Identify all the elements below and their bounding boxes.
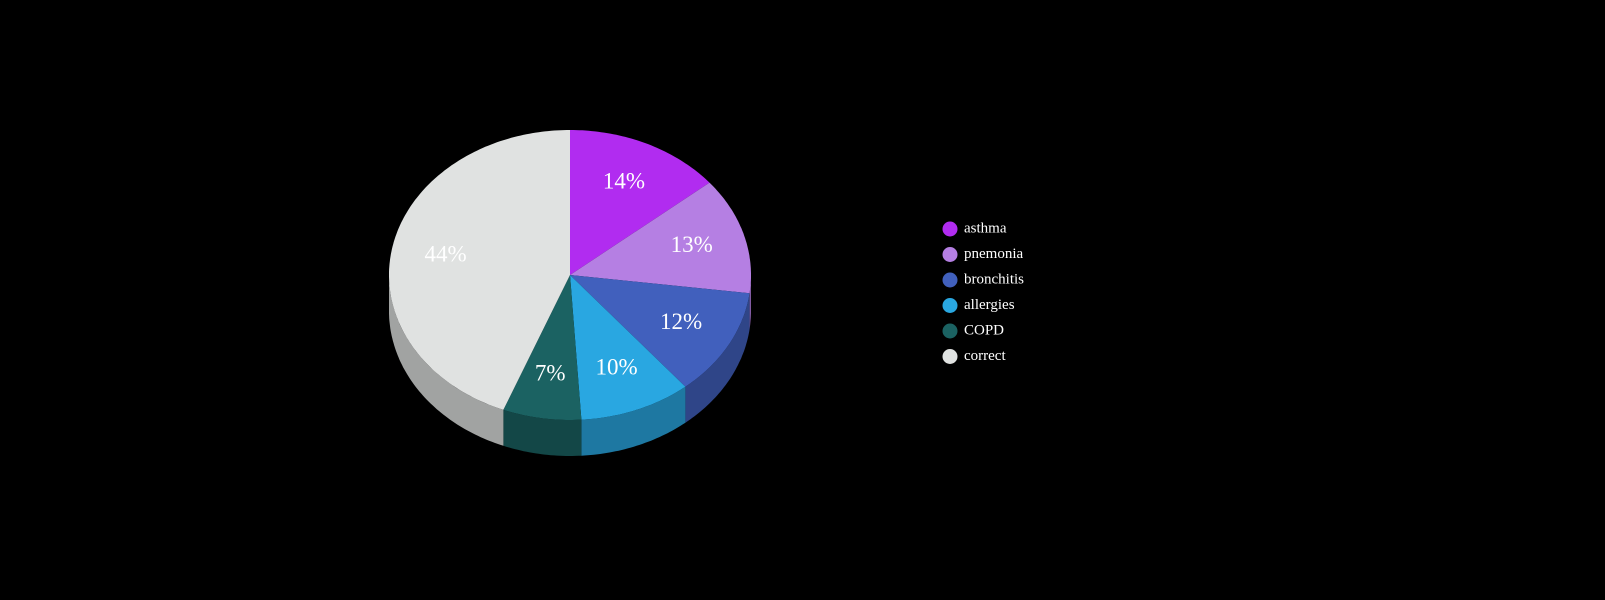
slice — [570, 130, 710, 275]
slice-side — [581, 386, 686, 456]
slice-label: 13% — [671, 232, 713, 257]
slice — [389, 130, 570, 410]
legend-label: pnemonia — [964, 246, 1023, 262]
slice-label: 10% — [596, 355, 638, 380]
slice-side — [685, 293, 750, 423]
slice-label: 44% — [424, 241, 466, 266]
legend-label: bronchitis — [964, 271, 1024, 287]
slice-label: 7% — [535, 361, 566, 386]
legend-marker — [942, 298, 958, 313]
slice-side — [749, 275, 751, 330]
slice-label: 14% — [603, 168, 645, 193]
legend-marker — [942, 247, 958, 262]
slice — [503, 275, 582, 420]
legend-marker — [942, 272, 958, 288]
legend-marker — [942, 323, 958, 339]
legend-marker — [942, 349, 958, 364]
legend-label: asthma — [964, 220, 1007, 236]
slice — [570, 182, 751, 294]
slice-side — [389, 275, 504, 446]
slice-side — [503, 409, 582, 456]
legend-label: correct — [964, 348, 1006, 364]
slice-label: 12% — [660, 309, 702, 334]
legend-label: allergies — [964, 297, 1015, 313]
slice — [570, 275, 750, 387]
legend-marker — [942, 221, 958, 237]
legend-label: COPD — [964, 322, 1004, 338]
slice — [570, 275, 686, 420]
